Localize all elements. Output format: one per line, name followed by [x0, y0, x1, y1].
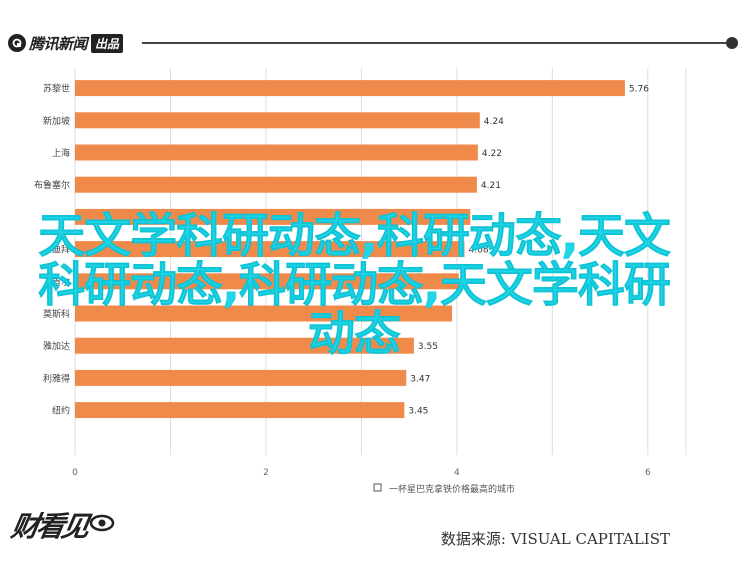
bar-value-label: 5.76 — [629, 85, 649, 95]
y-category-label: 莫斯科 — [43, 308, 70, 320]
bar-value-label: 4.24 — [484, 117, 504, 127]
header-divider — [142, 42, 732, 44]
x-tick-label: 2 — [263, 468, 269, 478]
y-category-label: 布鲁塞尔 — [34, 179, 70, 191]
bar-value-label: 3.47 — [410, 374, 430, 384]
x-axis-title: 一杯星巴克拿铁价格最高的城市 — [389, 483, 515, 495]
header-dot-icon — [726, 37, 738, 49]
bar — [75, 80, 625, 97]
legend-swatch-icon — [373, 483, 382, 492]
y-category-label: 利雅得 — [43, 372, 70, 384]
logo-badge: 出品 — [91, 33, 124, 53]
header: 腾讯新闻 出品 — [0, 0, 750, 75]
y-category-label: 纽约 — [52, 405, 70, 417]
bar — [75, 176, 477, 193]
logo-text: 腾讯新闻 — [29, 34, 88, 53]
bar-value-label: 4.22 — [482, 149, 502, 159]
bar — [75, 402, 405, 419]
bar — [75, 144, 478, 161]
bar-value-label: 3.55 — [418, 342, 438, 352]
bar — [75, 273, 459, 290]
footer-brand-text: 财看见 — [8, 510, 90, 543]
data-source: 数据来源: VISUAL CAPITALIST — [440, 530, 670, 548]
watermark-overlay: 天文学科研动态,科研动态,天文科研动态,科研动态,天文学科研动态 — [38, 209, 671, 362]
bar-value-label: 4.08 — [469, 246, 489, 256]
bar — [75, 208, 471, 225]
eye-icon — [89, 513, 115, 537]
y-category-label: 上海 — [52, 147, 70, 159]
y-category-label: 雅加达 — [43, 340, 70, 352]
bar — [75, 305, 453, 322]
bar — [75, 112, 480, 129]
y-category-label: 首尔 — [52, 276, 70, 288]
bar-value-label: 4.21 — [481, 181, 501, 191]
bar — [75, 337, 414, 354]
footer-brand-logo: 财看见 — [9, 505, 115, 545]
bar-chart: 0 2 4 6 一杯星巴克拿铁价格最高的城市 苏黎世 5.76 新加坡 4.24 上海 4.22 布鲁… — [34, 68, 687, 495]
bar — [75, 369, 407, 386]
x-tick-label: 0 — [72, 468, 78, 478]
x-tick-label: 4 — [454, 468, 460, 478]
x-tick-label: 6 — [645, 468, 651, 478]
y-category-label: 迪拜 — [52, 244, 70, 256]
y-category-label: 苏黎世 — [43, 83, 70, 95]
y-category-label: 新加坡 — [43, 115, 70, 127]
bar — [75, 241, 465, 258]
tencent-news-logo[interactable]: 腾讯新闻 出品 — [8, 32, 124, 54]
bar-value-label: 3.45 — [408, 407, 428, 417]
logo-icon — [8, 34, 26, 52]
